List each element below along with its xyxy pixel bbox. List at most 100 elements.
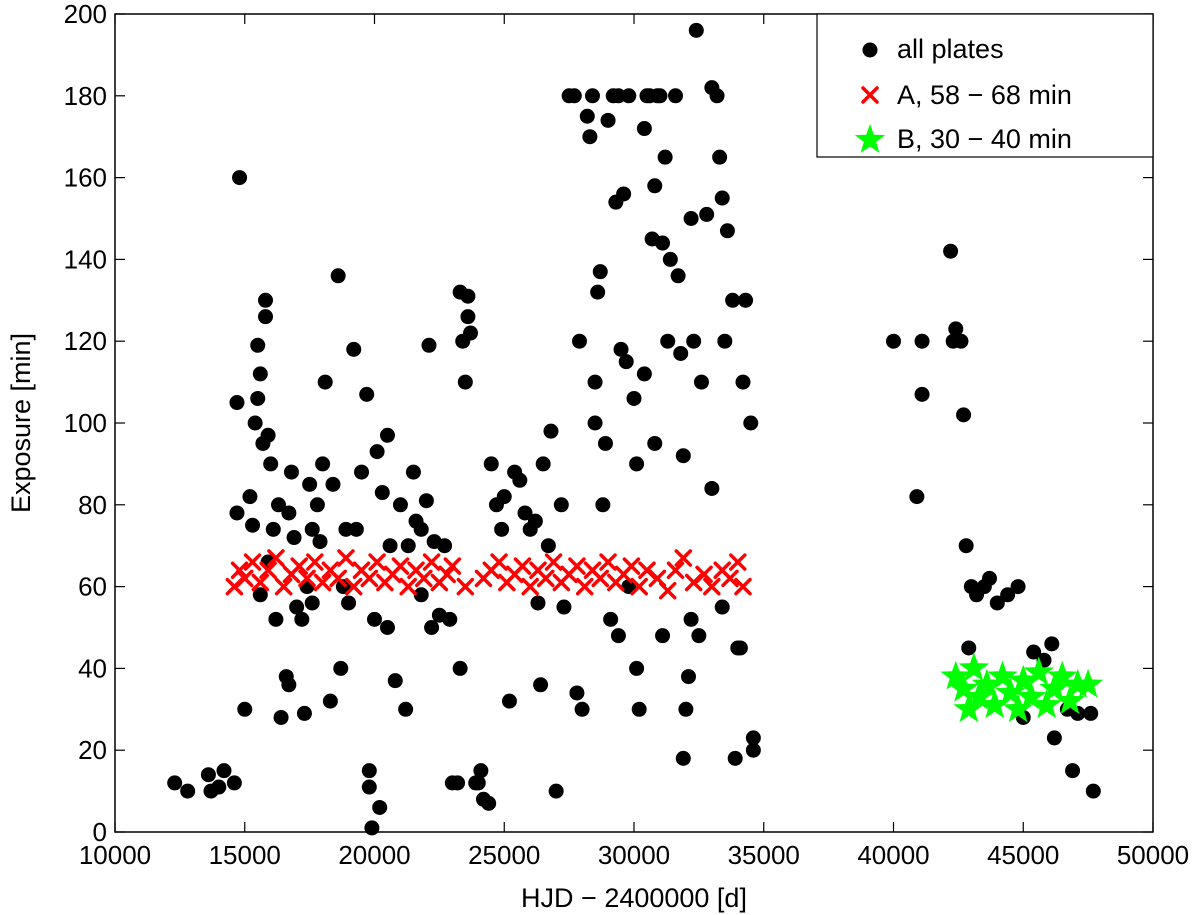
point-all-plates (725, 292, 741, 308)
point-series-b (1002, 693, 1034, 723)
point-all-plates (302, 476, 318, 492)
point-series-a (259, 561, 277, 579)
point-all-plates (232, 170, 248, 186)
point-all-plates (333, 660, 349, 676)
x-tick-label: 40000 (857, 840, 929, 870)
point-all-plates (595, 497, 611, 513)
legend-markers (854, 42, 886, 153)
point-all-plates (714, 190, 730, 206)
point-series-a (443, 557, 462, 575)
point-series-a (274, 577, 293, 596)
point-all-plates (387, 673, 403, 689)
point-series-b (987, 660, 1018, 690)
point-all-plates (673, 345, 689, 361)
x-tick-label: 25000 (468, 840, 540, 870)
point-all-plates (450, 775, 466, 791)
point-all-plates (662, 251, 678, 267)
point-all-plates (229, 505, 245, 521)
point-all-plates (463, 325, 479, 341)
point-all-plates (556, 599, 572, 615)
point-series-a (230, 561, 249, 579)
y-tick-label: 160 (64, 163, 107, 193)
point-series-b (1023, 656, 1054, 686)
point-all-plates (382, 538, 398, 554)
point-series-b (1015, 681, 1047, 710)
point-all-plates (211, 779, 227, 795)
point-series-a (695, 565, 713, 584)
point-all-plates (914, 386, 930, 402)
point-series-a (422, 553, 441, 571)
point-all-plates (361, 763, 377, 779)
point-all-plates (691, 628, 707, 644)
point-all-plates (442, 611, 458, 627)
point-all-plates (330, 268, 346, 284)
y-tick-label: 100 (64, 408, 107, 438)
point-all-plates (727, 750, 743, 766)
legend-label-a: A, 58 − 68 min (897, 80, 1072, 110)
legend-label-b: B, 30 − 40 min (897, 124, 1072, 154)
point-all-plates (247, 415, 263, 431)
point-all-plates (289, 599, 305, 615)
point-all-plates (629, 660, 645, 676)
point-all-plates (296, 705, 312, 721)
x-tick-label: 35000 (728, 840, 800, 870)
point-all-plates (610, 628, 626, 644)
point-all-plates (732, 640, 748, 656)
point-all-plates (361, 779, 377, 795)
axis-ticks (114, 13, 1154, 833)
point-all-plates (359, 386, 375, 402)
point-all-plates (369, 444, 385, 460)
point-all-plates (250, 337, 266, 353)
point-all-plates (582, 129, 598, 145)
point-series-b (979, 689, 1010, 719)
point-all-plates (675, 750, 691, 766)
point-all-plates (660, 333, 676, 349)
point-series-a (666, 561, 685, 579)
point-all-plates (379, 427, 395, 443)
point-series-b (948, 672, 979, 702)
y-tick-label: 60 (78, 572, 107, 602)
y-tick-label: 200 (64, 0, 107, 29)
point-all-plates (686, 333, 702, 349)
point-all-plates (372, 799, 388, 815)
point-all-plates (989, 595, 1005, 611)
point-all-plates (286, 530, 302, 546)
series-1 (167, 22, 1101, 836)
point-all-plates (437, 538, 453, 554)
point-all-plates (597, 435, 613, 451)
point-all-plates (400, 538, 416, 554)
point-all-plates (252, 587, 268, 603)
point-all-plates (379, 620, 395, 635)
point-all-plates (424, 620, 440, 635)
point-all-plates (530, 595, 546, 611)
point-all-plates (1085, 783, 1101, 799)
point-all-plates (405, 464, 421, 480)
point-all-plates (704, 480, 720, 496)
point-all-plates (258, 292, 274, 308)
point-series-a (575, 577, 594, 596)
point-all-plates (714, 599, 730, 615)
point-all-plates (626, 390, 642, 406)
point-all-plates (709, 88, 725, 104)
point-all-plates (569, 685, 585, 701)
point-all-plates (610, 88, 626, 104)
point-all-plates (735, 374, 751, 390)
point-all-plates (470, 775, 486, 791)
point-all-plates (304, 521, 320, 537)
point-all-plates (304, 595, 320, 611)
point-all-plates (263, 456, 279, 472)
x-tick-label: 15000 (209, 840, 281, 870)
point-all-plates (636, 121, 652, 137)
point-all-plates (335, 579, 351, 595)
point-all-plates (590, 284, 606, 300)
point-all-plates (460, 309, 476, 325)
point-all-plates (629, 456, 645, 472)
point-all-plates (180, 783, 196, 799)
point-all-plates (948, 321, 964, 337)
point-series-a (490, 553, 508, 571)
point-all-plates (743, 415, 759, 431)
point-all-plates (631, 701, 647, 717)
point-all-plates (982, 570, 998, 586)
point-series-b (971, 668, 1003, 698)
point-all-plates (501, 693, 517, 709)
